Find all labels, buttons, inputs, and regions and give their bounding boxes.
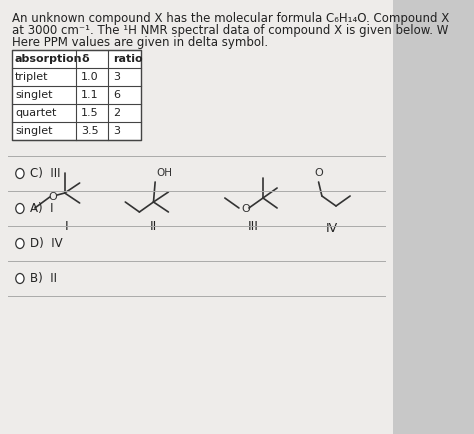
Text: A)  I: A) I: [30, 202, 54, 215]
Text: quartet: quartet: [15, 108, 56, 118]
Circle shape: [16, 168, 24, 178]
Text: O: O: [314, 168, 323, 178]
Text: IV: IV: [326, 222, 338, 235]
Text: 3: 3: [113, 72, 120, 82]
Text: C)  III: C) III: [30, 167, 60, 180]
Circle shape: [16, 239, 24, 249]
Text: O: O: [49, 192, 57, 202]
Text: δ: δ: [82, 54, 89, 64]
Text: Here PPM values are given in delta symbol.: Here PPM values are given in delta symbo…: [12, 36, 268, 49]
Text: triplet: triplet: [15, 72, 48, 82]
Text: 1.1: 1.1: [82, 90, 99, 100]
Circle shape: [16, 273, 24, 283]
Text: 2: 2: [113, 108, 120, 118]
Text: 1.5: 1.5: [82, 108, 99, 118]
Text: III: III: [247, 220, 258, 233]
Text: O: O: [241, 204, 250, 214]
Text: 3: 3: [113, 126, 120, 136]
Text: II: II: [150, 220, 157, 233]
Text: absorption: absorption: [15, 54, 82, 64]
Text: An unknown compound X has the molecular formula C₆H₁₄O. Compound X: An unknown compound X has the molecular …: [12, 12, 449, 25]
Text: OH: OH: [157, 168, 173, 178]
Text: singlet: singlet: [15, 126, 53, 136]
Text: I: I: [64, 220, 68, 233]
Text: B)  II: B) II: [30, 272, 57, 285]
Text: D)  IV: D) IV: [30, 237, 63, 250]
Text: 1.0: 1.0: [82, 72, 99, 82]
Text: 3.5: 3.5: [82, 126, 99, 136]
Text: 6: 6: [113, 90, 120, 100]
Text: singlet: singlet: [15, 90, 53, 100]
Bar: [12, 50, 141, 140]
Circle shape: [16, 204, 24, 214]
Text: at 3000 cm⁻¹. The ¹H NMR spectral data of compound X is given below. W: at 3000 cm⁻¹. The ¹H NMR spectral data o…: [12, 24, 448, 37]
Text: ratio: ratio: [113, 54, 143, 64]
